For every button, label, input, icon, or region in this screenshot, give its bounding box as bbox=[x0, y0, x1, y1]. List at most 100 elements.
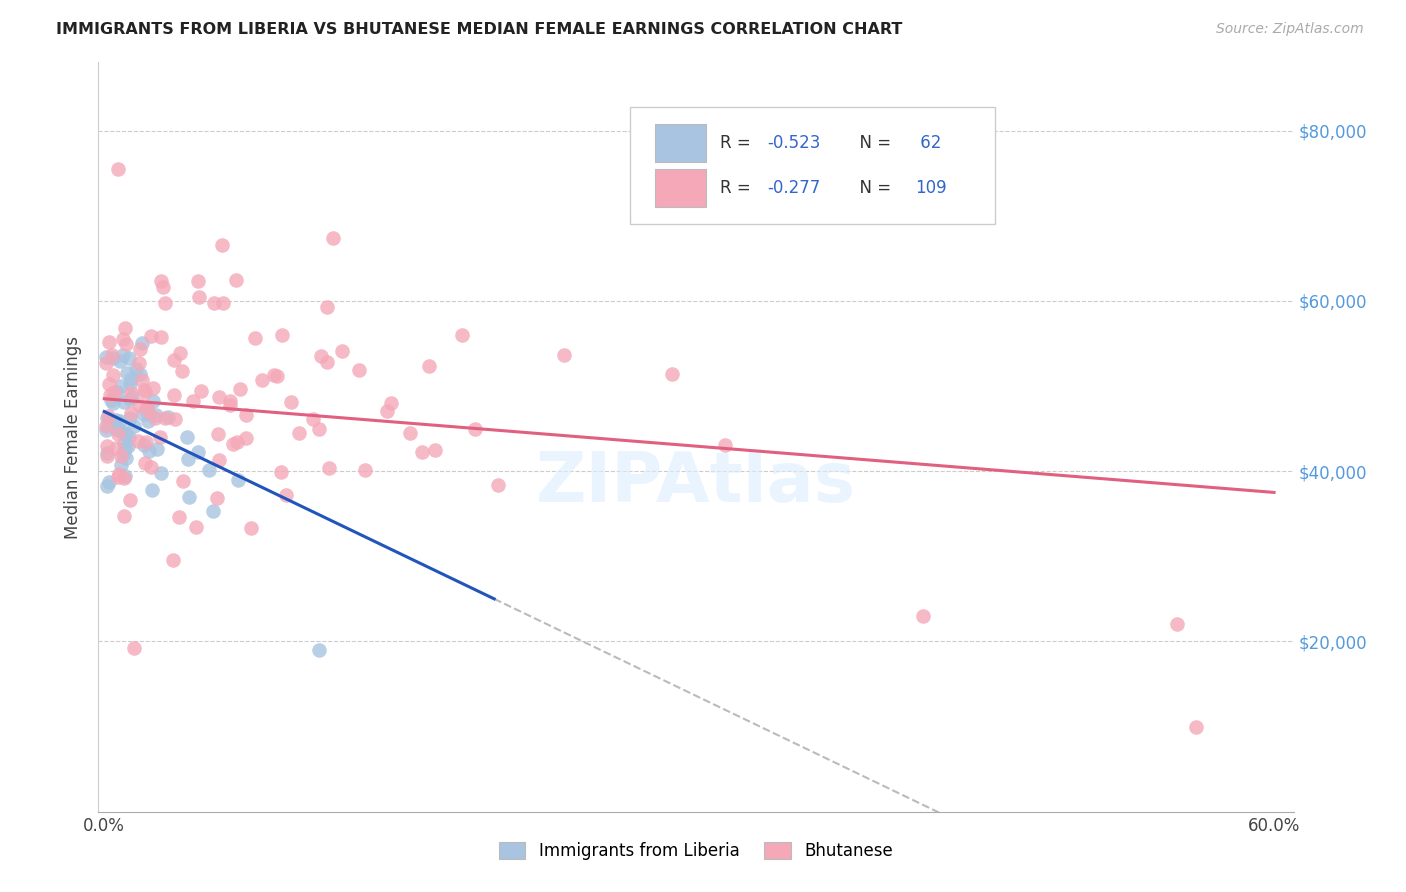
Point bbox=[169, 346, 191, 360]
Point bbox=[153, 296, 176, 310]
Point bbox=[221, 436, 243, 450]
Point bbox=[121, 390, 143, 404]
Point bbox=[271, 328, 294, 343]
Point bbox=[280, 395, 302, 409]
FancyBboxPatch shape bbox=[630, 107, 995, 224]
Point bbox=[315, 300, 337, 314]
Point bbox=[177, 490, 200, 504]
Point bbox=[226, 434, 249, 449]
Point bbox=[184, 520, 207, 534]
Point bbox=[101, 416, 124, 430]
Point bbox=[96, 446, 118, 460]
Point bbox=[96, 449, 118, 463]
Point bbox=[110, 450, 132, 464]
Point bbox=[375, 404, 398, 418]
Point bbox=[118, 430, 141, 444]
Point bbox=[136, 400, 159, 414]
Point bbox=[104, 413, 127, 427]
Point bbox=[111, 332, 134, 346]
Point bbox=[97, 417, 120, 432]
Point bbox=[120, 407, 142, 421]
Point bbox=[208, 453, 231, 467]
Text: N =: N = bbox=[849, 134, 896, 152]
Point bbox=[110, 424, 132, 438]
Point bbox=[316, 354, 339, 368]
Point bbox=[187, 274, 209, 288]
Point bbox=[131, 336, 153, 351]
Point bbox=[172, 474, 194, 488]
Point bbox=[198, 463, 221, 477]
Text: -0.277: -0.277 bbox=[768, 179, 821, 197]
Point bbox=[309, 350, 332, 364]
Text: R =: R = bbox=[720, 179, 756, 197]
FancyBboxPatch shape bbox=[655, 123, 706, 162]
Point bbox=[176, 430, 198, 444]
Point bbox=[207, 491, 229, 506]
Point bbox=[131, 373, 153, 387]
Point bbox=[114, 441, 136, 455]
Point bbox=[97, 409, 120, 424]
Point bbox=[96, 351, 118, 365]
Point bbox=[128, 367, 150, 381]
Point bbox=[150, 274, 173, 288]
Point bbox=[411, 444, 433, 458]
Point bbox=[112, 348, 135, 362]
Point bbox=[101, 351, 124, 366]
Point bbox=[114, 469, 136, 483]
Point bbox=[399, 426, 422, 441]
Point bbox=[146, 442, 169, 456]
Point bbox=[104, 414, 127, 428]
Point bbox=[239, 521, 262, 535]
Point bbox=[128, 398, 150, 412]
Point bbox=[114, 428, 136, 442]
Point bbox=[136, 404, 159, 418]
Point bbox=[714, 438, 737, 452]
Point bbox=[112, 509, 135, 524]
Text: 62: 62 bbox=[915, 134, 941, 152]
Point bbox=[114, 425, 136, 440]
Point bbox=[117, 438, 139, 452]
Point bbox=[105, 441, 128, 455]
Point bbox=[266, 368, 288, 383]
Point bbox=[111, 447, 134, 461]
Point bbox=[308, 422, 330, 436]
Point bbox=[107, 161, 129, 176]
Point bbox=[163, 388, 186, 402]
Point bbox=[96, 479, 118, 493]
Point bbox=[1185, 720, 1208, 734]
Point bbox=[110, 379, 132, 393]
Point bbox=[112, 395, 135, 409]
Point bbox=[97, 377, 120, 392]
Point bbox=[486, 478, 509, 492]
Point bbox=[308, 643, 330, 657]
Point bbox=[122, 640, 145, 655]
Point bbox=[330, 344, 353, 359]
Point bbox=[347, 363, 370, 377]
Point bbox=[181, 394, 204, 409]
FancyBboxPatch shape bbox=[655, 169, 706, 208]
Point bbox=[98, 335, 121, 350]
Point bbox=[218, 398, 240, 412]
Point bbox=[122, 419, 145, 434]
Point bbox=[661, 368, 683, 382]
Point bbox=[157, 409, 180, 424]
Point bbox=[120, 411, 142, 425]
Point bbox=[141, 483, 163, 497]
Point bbox=[425, 443, 447, 458]
Text: R =: R = bbox=[720, 134, 756, 152]
Point bbox=[553, 348, 575, 362]
Point bbox=[135, 434, 157, 449]
Point bbox=[120, 392, 142, 406]
Point bbox=[134, 438, 156, 452]
Text: 109: 109 bbox=[915, 179, 946, 197]
Point bbox=[107, 427, 129, 442]
Point bbox=[354, 463, 377, 477]
Point bbox=[120, 376, 142, 391]
Text: -0.523: -0.523 bbox=[768, 134, 821, 152]
Point bbox=[98, 388, 121, 402]
Point bbox=[212, 296, 235, 310]
Text: IMMIGRANTS FROM LIBERIA VS BHUTANESE MEDIAN FEMALE EARNINGS CORRELATION CHART: IMMIGRANTS FROM LIBERIA VS BHUTANESE MED… bbox=[56, 22, 903, 37]
Point bbox=[322, 231, 344, 245]
Point bbox=[318, 461, 340, 475]
Point bbox=[208, 390, 231, 404]
